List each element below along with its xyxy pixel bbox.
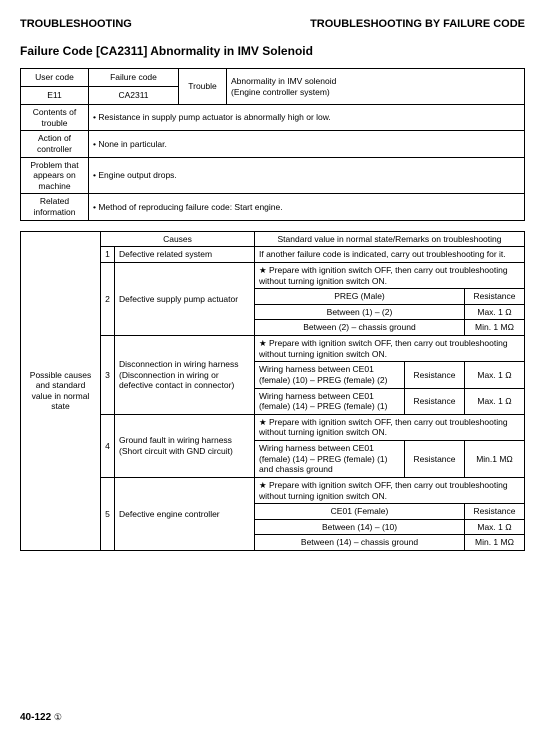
cause-5-h2: Resistance bbox=[465, 504, 525, 520]
action-label: Action of controller bbox=[21, 131, 89, 157]
cause-4-note: ★ Prepare with ignition switch OFF, then… bbox=[255, 414, 525, 440]
cause-4: Ground fault in wiring harness (Short ci… bbox=[115, 414, 255, 477]
cause-2-num: 2 bbox=[101, 262, 115, 335]
cause-1-num: 1 bbox=[101, 247, 115, 263]
page-title: Failure Code [CA2311] Abnormality in IMV… bbox=[20, 44, 525, 58]
problem-label: Problem that appears on machine bbox=[21, 157, 89, 194]
cause-3-b1: Wiring harness between CE01 (female) (14… bbox=[255, 388, 405, 414]
cause-3-a2: Resistance bbox=[405, 362, 465, 388]
cause-2: Defective supply pump actuator bbox=[115, 262, 255, 335]
cause-4-a3: Min.1 MΩ bbox=[465, 441, 525, 478]
cause-2-note: ★ Prepare with ignition switch OFF, then… bbox=[255, 262, 525, 288]
cause-3: Disconnection in wiring harness (Disconn… bbox=[115, 336, 255, 415]
related-val: • Method of reproducing failure code: St… bbox=[89, 194, 525, 220]
cause-4-num: 4 bbox=[101, 414, 115, 477]
cause-3-a1: Wiring harness between CE01 (female) (10… bbox=[255, 362, 405, 388]
contents-val: • Resistance in supply pump actuator is … bbox=[89, 105, 525, 131]
cause-4-a2: Resistance bbox=[405, 441, 465, 478]
cause-5-a2: Max. 1 Ω bbox=[465, 519, 525, 535]
failure-code-table: User code Failure code Trouble Abnormali… bbox=[20, 68, 525, 221]
cause-5-note: ★ Prepare with ignition switch OFF, then… bbox=[255, 477, 525, 503]
cause-3-a3: Max. 1 Ω bbox=[465, 362, 525, 388]
causes-header: Causes bbox=[101, 231, 255, 247]
cause-5-h1: CE01 (Female) bbox=[255, 504, 465, 520]
cause-3-b3: Max. 1 Ω bbox=[465, 388, 525, 414]
page-number: 40-122 bbox=[20, 712, 51, 723]
causes-table: Possible causes and standard value in no… bbox=[20, 231, 525, 551]
trouble-desc-line1: Abnormality in IMV solenoid bbox=[231, 76, 336, 86]
header-left: TROUBLESHOOTING bbox=[20, 18, 132, 30]
cause-1-std: If another failure code is indicated, ca… bbox=[255, 247, 525, 263]
page-footer: 40-122 ① bbox=[20, 712, 62, 723]
contents-label: Contents of trouble bbox=[21, 105, 89, 131]
failure-code-header: Failure code bbox=[89, 69, 179, 87]
page-mark: ① bbox=[54, 712, 62, 722]
cause-2-b2: Min. 1 MΩ bbox=[465, 320, 525, 336]
cause-3-b2: Resistance bbox=[405, 388, 465, 414]
cause-3-note: ★ Prepare with ignition switch OFF, then… bbox=[255, 336, 525, 362]
cause-3-num: 3 bbox=[101, 336, 115, 415]
cause-2-h2: Resistance bbox=[465, 289, 525, 305]
trouble-header: Trouble bbox=[179, 69, 227, 105]
cause-4-a1: Wiring harness between CE01 (female) (14… bbox=[255, 441, 405, 478]
cause-5-b1: Between (14) – chassis ground bbox=[255, 535, 465, 551]
cause-5-num: 5 bbox=[101, 477, 115, 550]
std-header: Standard value in normal state/Remarks o… bbox=[255, 231, 525, 247]
failure-code: CA2311 bbox=[89, 87, 179, 105]
problem-val: • Engine output drops. bbox=[89, 157, 525, 194]
user-code: E11 bbox=[21, 87, 89, 105]
cause-5-a1: Between (14) – (10) bbox=[255, 519, 465, 535]
cause-2-a2: Max. 1 Ω bbox=[465, 304, 525, 320]
cause-5: Defective engine controller bbox=[115, 477, 255, 550]
page-header: TROUBLESHOOTING TROUBLESHOOTING BY FAILU… bbox=[20, 18, 525, 30]
cause-2-b1: Between (2) – chassis ground bbox=[255, 320, 465, 336]
cause-2-h1: PREG (Male) bbox=[255, 289, 465, 305]
header-right: TROUBLESHOOTING BY FAILURE CODE bbox=[310, 18, 525, 30]
side-label: Possible causes and standard value in no… bbox=[21, 231, 101, 550]
user-code-header: User code bbox=[21, 69, 89, 87]
related-label: Related information bbox=[21, 194, 89, 220]
trouble-desc: Abnormality in IMV solenoid (Engine cont… bbox=[227, 69, 525, 105]
cause-1: Defective related system bbox=[115, 247, 255, 263]
cause-2-a1: Between (1) – (2) bbox=[255, 304, 465, 320]
cause-5-b2: Min. 1 MΩ bbox=[465, 535, 525, 551]
trouble-desc-line2: (Engine controller system) bbox=[231, 87, 330, 97]
action-val: • None in particular. bbox=[89, 131, 525, 157]
